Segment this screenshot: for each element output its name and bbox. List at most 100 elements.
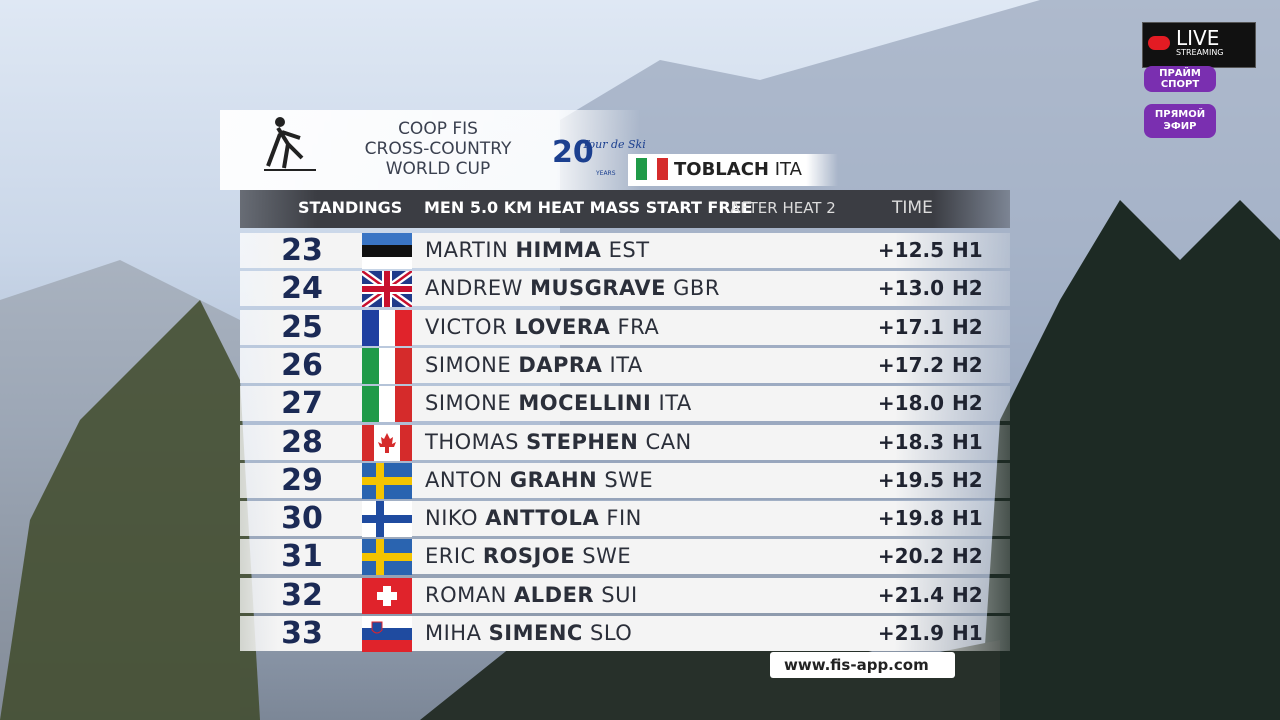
nation-flag (362, 616, 412, 652)
athlete-name: VICTOR LOVERA FRA (425, 315, 659, 339)
heat: H1 (952, 238, 983, 262)
last-name: ROSJOE (482, 544, 576, 569)
venue: TOBLACH ITA (674, 159, 802, 180)
last-name: STEPHEN (526, 429, 639, 454)
title-bar (240, 190, 1010, 228)
time: +17.2 (877, 352, 944, 377)
nation-flag (362, 501, 412, 538)
nation-code: ITA (658, 391, 692, 416)
live-text: LIVE (1176, 26, 1220, 50)
heat: H2 (952, 582, 983, 607)
nation-flag (362, 347, 412, 384)
first-name: NIKO (425, 506, 479, 531)
nation-code: FIN (606, 506, 642, 531)
heat: H2 (952, 352, 983, 377)
header-panel (220, 110, 640, 190)
rank: 25 (281, 309, 323, 345)
last-name: GRAHN (509, 467, 598, 492)
time: +19.5 (877, 467, 944, 492)
nation-flag (362, 539, 412, 576)
last-name: HIMMA (515, 238, 602, 262)
athlete-name: THOMAS STEPHEN CAN (425, 430, 692, 454)
rank: 30 (281, 501, 323, 537)
nation-flag (362, 271, 412, 308)
tour-logo-number: 20 (552, 135, 594, 170)
venue-flag (636, 158, 668, 180)
last-name: DAPRA (518, 352, 603, 377)
event-phase: AFTER HEAT 2 (730, 199, 836, 217)
first-name: MIHA (425, 621, 482, 645)
heat: H2 (952, 467, 983, 492)
time: +18.0 (877, 391, 944, 416)
time: +20.2 (877, 544, 944, 569)
rank: 31 (281, 539, 323, 575)
heat: H2 (952, 276, 983, 301)
last-name: SIMENC (488, 621, 583, 645)
rank: 23 (281, 233, 323, 268)
event-title: MEN 5.0 KM HEAT MASS START FREE (424, 198, 753, 217)
first-name: SIMONE (425, 352, 512, 377)
athlete-name: MARTIN HIMMA EST (425, 238, 650, 262)
nation-code: SWE (582, 544, 632, 569)
first-name: ROMAN (425, 582, 507, 607)
first-name: ANTON (425, 467, 503, 492)
venue-name: TOBLACH (674, 159, 769, 180)
nation-flag (362, 424, 412, 461)
heat: H1 (952, 506, 983, 531)
athlete-name: ERIC ROSJOE SWE (425, 544, 631, 568)
rank: 28 (281, 424, 323, 460)
athlete-name: NIKO ANTTOLA FIN (425, 506, 642, 530)
nation-flag (362, 386, 412, 423)
nation-flag (362, 577, 412, 614)
nation-code: SUI (601, 582, 638, 607)
time-header: TIME (892, 198, 933, 218)
rank: 32 (281, 577, 323, 613)
footer-panel (770, 652, 955, 678)
tour-logo-sub: YEARS (596, 170, 616, 177)
last-name: MUSGRAVE (530, 276, 666, 301)
header-line: COOP FIS (398, 119, 478, 139)
nation-code: GBR (673, 276, 720, 301)
streaming-text: STREAMING (1176, 48, 1224, 57)
first-name: ANDREW (425, 276, 523, 301)
athlete-name: SIMONE DAPRA ITA (425, 353, 643, 377)
time: +13.0 (877, 276, 944, 301)
first-name: THOMAS (425, 429, 519, 454)
time: +18.3 (877, 429, 944, 454)
nation-flag (362, 309, 412, 346)
heat: H1 (952, 621, 983, 645)
nation-code: CAN (645, 429, 692, 454)
time: +19.8 (877, 506, 944, 531)
nation-code: SLO (590, 621, 633, 645)
header-line: CROSS-COUNTRY (364, 139, 512, 159)
athlete-name: MIHA SIMENC SLO (425, 621, 632, 645)
time: +21.9 (877, 621, 944, 645)
athlete-name: ANTON GRAHN SWE (425, 468, 653, 492)
first-name: SIMONE (425, 391, 512, 416)
tour-logo-name: Tour de Ski (582, 138, 646, 151)
athlete-name: SIMONE MOCELLINI ITA (425, 391, 692, 415)
first-name: VICTOR (425, 314, 508, 339)
nation-code: SWE (604, 467, 654, 492)
live-dot (1148, 36, 1170, 50)
standings-label: STANDINGS (298, 198, 403, 217)
nation-code: FRA (617, 314, 660, 339)
heat: H2 (952, 391, 983, 416)
last-name: MOCELLINI (518, 391, 652, 416)
channel-badge: ПРАЙМ СПОРТ (1144, 66, 1216, 92)
rank: 24 (281, 271, 323, 307)
heat: H2 (952, 544, 983, 569)
rank: 29 (281, 462, 323, 498)
heat: H2 (952, 314, 983, 339)
nation-code: ITA (609, 352, 643, 377)
last-name: ALDER (514, 582, 595, 607)
athlete-name: ROMAN ALDER SUI (425, 583, 638, 607)
first-name: MARTIN (425, 238, 509, 262)
last-name: ANTTOLA (485, 506, 600, 531)
time: +12.5 (877, 238, 944, 262)
rank: 26 (281, 347, 323, 383)
rank: 27 (281, 386, 323, 422)
nation-code: EST (608, 238, 650, 262)
status-badge: ПРЯМОЙ ЭФИР (1144, 104, 1216, 138)
